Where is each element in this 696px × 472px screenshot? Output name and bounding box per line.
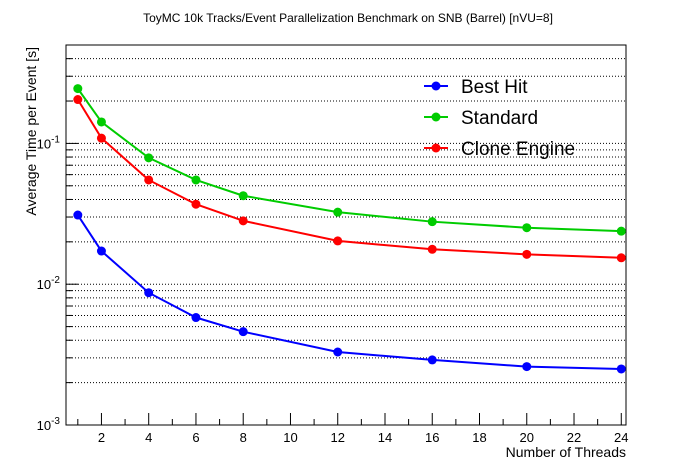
x-tick-label: 22	[567, 430, 581, 445]
legend: Best Hit Standard Clone Engine	[424, 77, 575, 160]
legend-marker-clone-engine	[431, 143, 441, 153]
data-point-clone-engine	[238, 216, 248, 226]
data-point-standard	[191, 175, 201, 185]
data-point-clone-engine	[73, 95, 83, 105]
x-axis-label: Number of Threads	[506, 444, 626, 460]
x-tick-label: 14	[378, 430, 392, 445]
data-point-standard	[427, 217, 437, 227]
legend-label-best-hit: Best Hit	[461, 77, 528, 98]
chart-title: ToyMC 10k Tracks/Event Parallelization B…	[143, 11, 553, 25]
data-point-clone-engine	[144, 175, 154, 185]
x-tick-label: 16	[425, 430, 439, 445]
data-point-best-hit	[73, 210, 83, 220]
legend-label-standard: Standard	[461, 108, 538, 129]
data-point-standard	[616, 226, 626, 236]
series-line-clone-engine	[76, 98, 622, 259]
x-tick-label: 24	[614, 430, 628, 445]
grid-lines	[66, 58, 626, 384]
data-point-standard	[522, 223, 532, 233]
data-point-best-hit	[96, 246, 106, 256]
legend-marker-standard	[431, 112, 441, 122]
data-point-standard	[333, 207, 343, 217]
data-point-clone-engine	[191, 199, 201, 209]
data-point-clone-engine	[96, 133, 106, 143]
data-point-clone-engine	[616, 253, 626, 263]
data-point-best-hit	[333, 347, 343, 357]
legend-marker-best-hit	[431, 81, 441, 91]
data-point-clone-engine	[333, 236, 343, 246]
data-point-clone-engine	[427, 244, 437, 254]
data-point-standard	[73, 84, 83, 94]
y-axis-label: Average Time per Event [s]	[23, 47, 39, 216]
y-tick-label: 10-2	[37, 275, 61, 292]
data-point-standard	[96, 117, 106, 127]
data-point-best-hit	[616, 364, 626, 374]
x-tick-label: 2	[98, 430, 105, 445]
x-tick-label: 8	[240, 430, 247, 445]
data-point-standard	[144, 153, 154, 163]
data-point-best-hit	[191, 313, 201, 323]
data-point-best-hit	[144, 288, 154, 298]
x-tick-label: 10	[283, 430, 297, 445]
x-tick-label: 20	[520, 430, 534, 445]
data-point-standard	[238, 191, 248, 201]
series-layer	[73, 84, 626, 374]
y-tick-label: 10-1	[37, 134, 61, 151]
data-point-clone-engine	[522, 249, 532, 259]
data-point-best-hit	[238, 327, 248, 337]
x-tick-label: 6	[192, 430, 199, 445]
y-tick-label: 10-3	[37, 416, 61, 433]
plot-frame	[65, 44, 627, 426]
x-tick-label: 12	[330, 430, 344, 445]
series-line-best-hit	[76, 214, 622, 370]
x-tick-label: 4	[145, 430, 152, 445]
data-point-best-hit	[522, 362, 532, 372]
x-tick-label: 18	[472, 430, 486, 445]
legend-label-clone-engine: Clone Engine	[461, 139, 575, 160]
data-point-best-hit	[427, 355, 437, 365]
